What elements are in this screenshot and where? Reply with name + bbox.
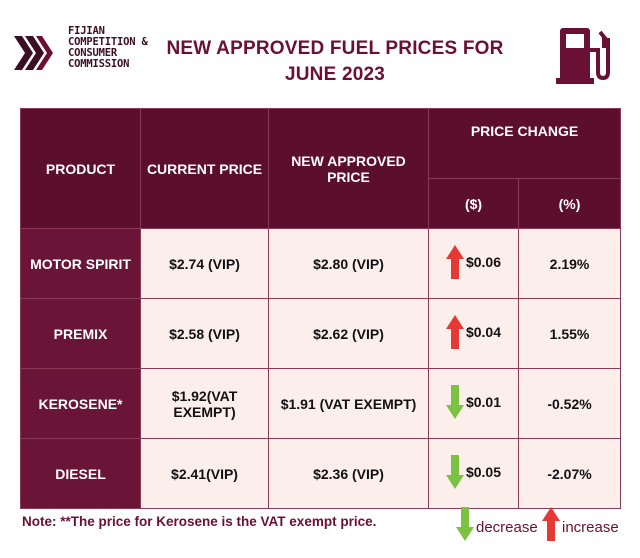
current-price: $2.41(VIP) (140, 438, 269, 509)
new-price: $2.80 (VIP) (268, 228, 429, 299)
new-price: $1.91 (VAT EXEMPT) (268, 368, 429, 439)
fuel-price-table: PRODUCT CURRENT PRICE NEW APPROVED PRICE… (20, 108, 622, 509)
change-dollar: $0.01 (465, 394, 502, 410)
table-row: MOTOR SPIRIT $2.74 (VIP) $2.80 (VIP) $0.06 2… (20, 228, 622, 299)
legend: decrease increase (456, 506, 636, 546)
current-price: $2.74 (VIP) (140, 228, 269, 299)
legend-decrease: decrease (456, 506, 538, 542)
product-name: MOTOR SPIRIT (20, 228, 141, 299)
legend-increase-label: increase (562, 518, 619, 536)
change-percent: 1.55% (517, 298, 622, 369)
fuel-pump-icon (556, 28, 610, 84)
current-price: $1.92(VAT EXEMPT) (140, 368, 269, 439)
change-percent: 2.19% (517, 228, 622, 299)
header-new-price: NEW APPROVED PRICE (268, 108, 429, 229)
org-line-1: FIJIAN (68, 25, 105, 37)
change-dollar: $0.05 (465, 464, 502, 480)
change-dollar: $0.06 (465, 254, 502, 270)
arrow-up-icon (445, 245, 464, 279)
legend-increase: increase (542, 506, 619, 542)
change-percent: -0.52% (517, 368, 622, 439)
arrow-down-icon (445, 385, 464, 419)
header-change-percent: (%) (517, 178, 622, 229)
product-name: PREMIX (20, 298, 141, 369)
change-dollar-cell: $0.04 (428, 298, 519, 369)
header-price-change: PRICE CHANGE (427, 108, 622, 179)
product-name: KEROSENE* (20, 368, 141, 439)
change-percent: -2.07% (517, 438, 622, 509)
arrow-down-icon (456, 507, 474, 541)
org-line-3: CONSUMER (68, 47, 117, 59)
arrow-up-icon (445, 315, 464, 349)
org-name: FIJIAN COMPETITION & CONSUMER COMMISSION (68, 26, 168, 70)
title-line-1: NEW APPROVED FUEL PRICES FOR (166, 38, 504, 59)
table-row: PREMIX $2.58 (VIP) $2.62 (VIP) $0.04 1.55% (20, 298, 622, 369)
legend-decrease-label: decrease (476, 518, 538, 536)
fccc-chevron-logo-icon (14, 36, 53, 70)
footnote: Note: **The price for Kerosene is the VA… (22, 514, 377, 529)
fccc-logo: FIJIAN COMPETITION & CONSUMER COMMISSION (14, 14, 148, 84)
org-line-4: COMMISSION (68, 58, 130, 70)
new-price: $2.62 (VIP) (268, 298, 429, 369)
new-price: $2.36 (VIP) (268, 438, 429, 509)
change-dollar-cell: $0.05 (428, 438, 519, 509)
table-row: KEROSENE* $1.92(VAT EXEMPT) $1.91 (VAT EXE… (20, 368, 622, 439)
arrow-up-icon (542, 507, 560, 541)
title-line-2: JUNE 2023 (284, 64, 386, 85)
table-row: DIESEL $2.41(VIP) $2.36 (VIP) $0.05 -2.07% (20, 438, 622, 509)
org-line-2: COMPETITION & (68, 36, 148, 48)
header-change-dollar: ($) (428, 178, 519, 229)
header-product: PRODUCT (20, 108, 141, 229)
page-title: NEW APPROVED FUEL PRICES FOR JUNE 2023 (150, 36, 520, 88)
header-current-price: CURRENT PRICE (140, 108, 269, 229)
change-dollar-cell: $0.06 (428, 228, 519, 299)
current-price: $2.58 (VIP) (140, 298, 269, 369)
change-dollar-cell: $0.01 (428, 368, 519, 439)
product-name: DIESEL (20, 438, 141, 509)
arrow-down-icon (445, 455, 464, 489)
change-dollar: $0.04 (465, 324, 502, 340)
